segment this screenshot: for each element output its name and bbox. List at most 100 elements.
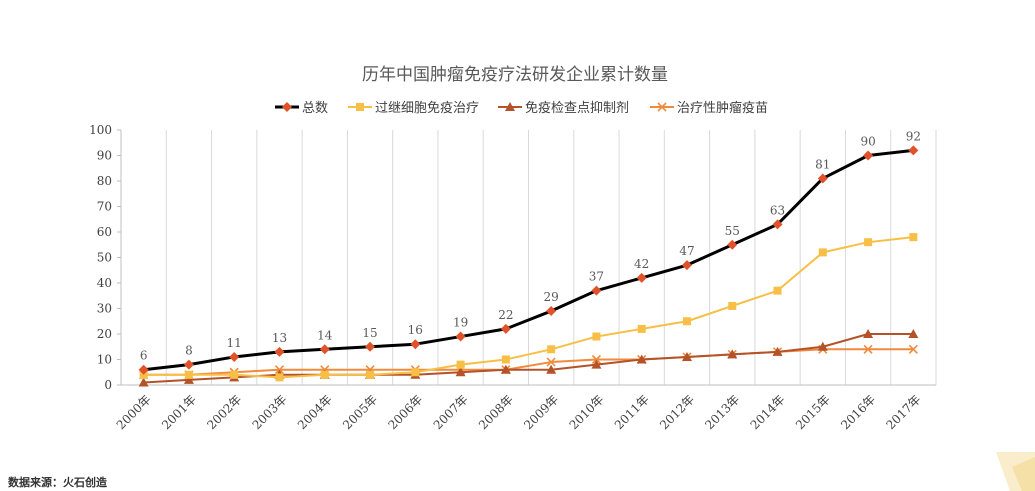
data-label: 92 — [906, 129, 921, 143]
data-label: 19 — [453, 316, 468, 330]
data-label: 90 — [860, 135, 875, 149]
legend-swatch-marker — [657, 102, 667, 112]
y-tick-label: 10 — [97, 353, 112, 367]
data-label: 29 — [543, 290, 558, 304]
x-tick-label: 2008年 — [476, 392, 516, 432]
data-point — [773, 286, 782, 295]
data-point — [139, 370, 148, 379]
data-point — [817, 341, 828, 351]
legend-item: 总数 — [275, 101, 328, 116]
data-point — [818, 248, 827, 257]
legend-item: 免疫检查点抑制剂 — [498, 100, 629, 116]
data-point — [366, 370, 375, 379]
data-point — [230, 370, 239, 379]
legend-label: 总数 — [302, 101, 328, 116]
data-point — [410, 339, 421, 350]
series-1 — [139, 233, 918, 382]
data-point — [591, 285, 602, 296]
series-layer — [138, 145, 919, 387]
x-tick-label: 2004年 — [295, 392, 335, 432]
watermark-logo — [996, 452, 1035, 491]
data-point — [727, 349, 738, 359]
data-label: 15 — [362, 326, 377, 340]
legend-swatch-marker — [282, 102, 292, 112]
legend-label: 免疫检查点抑制剂 — [525, 100, 629, 116]
legend-swatch-marker — [356, 103, 364, 111]
data-point — [274, 365, 285, 375]
data-point — [501, 355, 510, 364]
data-point — [138, 377, 149, 387]
data-point — [456, 360, 465, 369]
x-tick-label: 2011年 — [612, 392, 652, 432]
data-point — [591, 354, 601, 365]
series-line — [143, 333, 914, 384]
y-tick-label: 20 — [97, 327, 112, 341]
legend-item: 治疗性肿瘤疫苗 — [650, 100, 768, 116]
legend-label: 过继细胞免疫治疗 — [375, 100, 479, 116]
y-tick-label: 30 — [97, 302, 112, 316]
data-point — [637, 324, 646, 333]
x-tick-label: 2017年 — [883, 392, 923, 432]
data-label: 63 — [770, 203, 785, 217]
data-point — [274, 346, 285, 357]
data-point — [500, 323, 511, 334]
y-tick-label: 90 — [97, 149, 112, 163]
grid — [120, 130, 937, 385]
data-point — [275, 373, 284, 382]
x-tick-label: 2003年 — [250, 392, 290, 432]
data-point — [591, 359, 602, 369]
legend-item: 过继细胞免疫治疗 — [348, 100, 479, 116]
data-point — [592, 332, 601, 341]
y-tick-label: 80 — [97, 174, 112, 188]
data-point — [681, 260, 692, 271]
x-tick-label: 2006年 — [385, 392, 425, 432]
x-tick-label: 2009年 — [521, 392, 561, 432]
series-0 — [138, 145, 919, 375]
data-point — [229, 351, 240, 362]
legend-label: 治疗性肿瘤疫苗 — [677, 100, 768, 116]
x-tick-label: 2007年 — [431, 392, 471, 432]
x-tick-label: 2014年 — [748, 392, 788, 432]
x-tick-label: 2012年 — [657, 392, 697, 432]
legend-swatch-marker — [505, 102, 515, 111]
data-point — [183, 359, 194, 370]
data-point — [817, 173, 828, 184]
data-label: 13 — [272, 331, 287, 345]
x-tick-label: 2005年 — [340, 392, 380, 432]
data-label: 81 — [815, 157, 830, 171]
data-point — [727, 239, 738, 250]
data-point — [863, 344, 873, 354]
x-tick-label: 2001年 — [159, 392, 199, 432]
data-point — [411, 368, 420, 377]
data-point — [772, 346, 783, 356]
data-point — [772, 219, 783, 230]
data-point — [455, 367, 466, 377]
data-point — [636, 272, 647, 283]
chart-title: 历年中国肿瘤免疫疗法研发企业累计数量 — [362, 65, 668, 85]
data-point — [547, 345, 556, 354]
y-tick-label: 40 — [97, 276, 112, 290]
y-tick-label: 70 — [97, 200, 112, 214]
series-line — [143, 148, 914, 372]
series-2 — [138, 329, 919, 387]
data-point — [682, 317, 691, 326]
data-label: 37 — [589, 270, 604, 284]
x-tick-label: 2000年 — [114, 392, 154, 432]
data-point — [138, 364, 149, 375]
y-tick-label: 50 — [97, 251, 112, 265]
data-label: 47 — [679, 244, 694, 258]
data-point — [908, 145, 919, 156]
data-point — [184, 370, 193, 379]
data-point — [909, 233, 918, 242]
data-point — [319, 344, 330, 355]
x-tick-label: 2013年 — [702, 392, 742, 432]
data-labels: 6 8 11 13 14 15 16 19 22 29 37 42 47 55 63 81 90 92 — [140, 129, 921, 362]
data-label: 16 — [408, 323, 423, 337]
x-tick-label: 2010年 — [567, 392, 607, 432]
y-tick-label: 100 — [89, 123, 112, 137]
data-label: 22 — [498, 308, 513, 322]
data-point — [546, 306, 557, 317]
data-point — [681, 351, 692, 361]
legend: 总数 过继细胞免疫治疗 免疫检查点抑制剂 治疗性肿瘤疫苗 — [275, 100, 768, 116]
